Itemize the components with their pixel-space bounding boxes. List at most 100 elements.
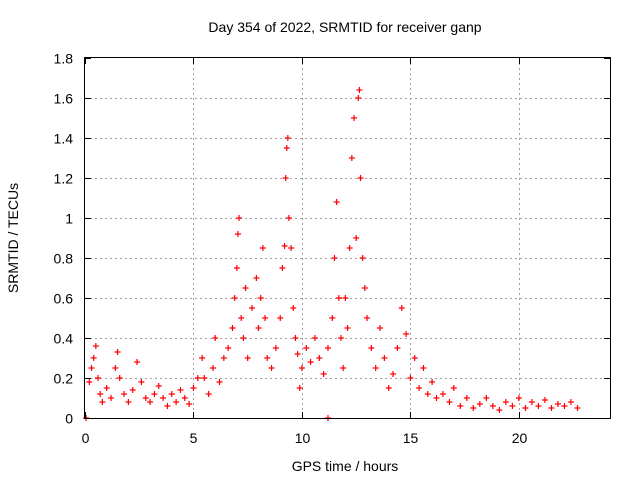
data-point xyxy=(238,315,245,321)
data-point xyxy=(199,355,206,361)
data-point xyxy=(394,345,401,351)
y-tick-labels: 0 0.2 0.4 0.6 0.8 1 1.2 1.4 1.6 1.8 xyxy=(54,51,74,427)
data-point xyxy=(138,379,145,385)
y-tick-label: 0.6 xyxy=(54,291,74,307)
data-point xyxy=(290,305,297,311)
data-point xyxy=(528,399,535,405)
data-point xyxy=(190,385,197,391)
y-axis-label: SRMTID / TECUs xyxy=(5,183,21,293)
y-tick-label: 1.2 xyxy=(54,171,74,187)
data-point xyxy=(285,215,292,221)
data-point xyxy=(340,365,347,371)
data-point xyxy=(411,355,418,361)
data-point xyxy=(303,345,310,351)
data-point xyxy=(320,371,327,377)
data-point xyxy=(335,295,342,301)
data-point xyxy=(225,345,232,351)
data-point xyxy=(476,401,483,407)
data-point xyxy=(416,385,423,391)
data-point xyxy=(264,355,271,361)
data-point xyxy=(234,231,241,237)
data-point xyxy=(337,335,344,341)
y-tick-label: 1.8 xyxy=(54,51,74,67)
data-point xyxy=(324,345,331,351)
y-tick-label: 1 xyxy=(65,211,73,227)
data-point xyxy=(353,235,360,241)
data-point xyxy=(515,395,522,401)
data-point xyxy=(129,387,136,393)
data-point xyxy=(356,87,363,93)
data-point xyxy=(262,315,269,321)
data-point xyxy=(233,265,240,271)
data-point xyxy=(216,379,223,385)
data-point xyxy=(433,395,440,401)
data-point xyxy=(463,395,470,401)
x-tick-label: 15 xyxy=(403,430,419,446)
data-point xyxy=(212,335,219,341)
data-point xyxy=(125,399,132,405)
data-point xyxy=(307,359,314,365)
y-tick-label: 0.4 xyxy=(54,331,74,347)
data-point xyxy=(90,355,97,361)
data-point xyxy=(450,385,457,391)
data-point xyxy=(108,395,115,401)
data-point xyxy=(283,145,290,151)
data-point xyxy=(95,375,102,381)
data-point xyxy=(134,359,141,365)
data-point xyxy=(284,135,291,141)
data-point xyxy=(88,365,95,371)
data-point xyxy=(97,391,104,397)
y-tick-label: 0.2 xyxy=(54,371,74,387)
data-point xyxy=(242,285,249,291)
y-tick-label: 0.8 xyxy=(54,251,74,267)
data-point xyxy=(522,405,529,411)
y-tick-label: 1.4 xyxy=(54,131,74,147)
data-point xyxy=(502,399,509,405)
x-tick-label: 10 xyxy=(295,430,311,446)
data-point xyxy=(407,375,414,381)
data-point xyxy=(288,245,295,251)
data-point xyxy=(509,403,516,409)
y-tick-label: 0 xyxy=(65,411,73,427)
data-point xyxy=(86,379,93,385)
data-point xyxy=(257,295,264,301)
data-point xyxy=(342,295,349,301)
data-point xyxy=(173,399,180,405)
data-point xyxy=(160,395,167,401)
data-point xyxy=(292,335,299,341)
data-point xyxy=(168,391,175,397)
x-axis-label: GPS time / hours xyxy=(292,458,399,474)
data-point xyxy=(535,403,542,409)
data-point xyxy=(147,399,154,405)
data-point xyxy=(279,265,286,271)
data-point xyxy=(348,155,355,161)
data-point xyxy=(194,375,201,381)
grid-lines xyxy=(85,58,610,418)
data-point xyxy=(368,345,375,351)
data-point xyxy=(359,255,366,261)
data-point xyxy=(346,245,353,251)
data-point xyxy=(164,403,171,409)
data-point xyxy=(333,199,340,205)
data-point xyxy=(554,401,561,407)
data-point xyxy=(424,391,431,397)
data-point xyxy=(186,401,193,407)
data-point xyxy=(92,343,99,349)
data-point xyxy=(244,355,251,361)
data-point xyxy=(496,407,503,413)
data-point xyxy=(357,175,364,181)
data-point xyxy=(403,331,410,337)
data-point xyxy=(561,403,568,409)
x-tick-label: 0 xyxy=(82,430,90,446)
data-point xyxy=(114,349,121,355)
data-point xyxy=(483,395,490,401)
data-point xyxy=(381,355,388,361)
data-point xyxy=(281,243,288,249)
data-point xyxy=(361,285,368,291)
data-point xyxy=(457,403,464,409)
data-point xyxy=(249,305,256,311)
data-point xyxy=(282,175,289,181)
x-tick-label: 5 xyxy=(190,430,198,446)
data-point xyxy=(268,365,275,371)
